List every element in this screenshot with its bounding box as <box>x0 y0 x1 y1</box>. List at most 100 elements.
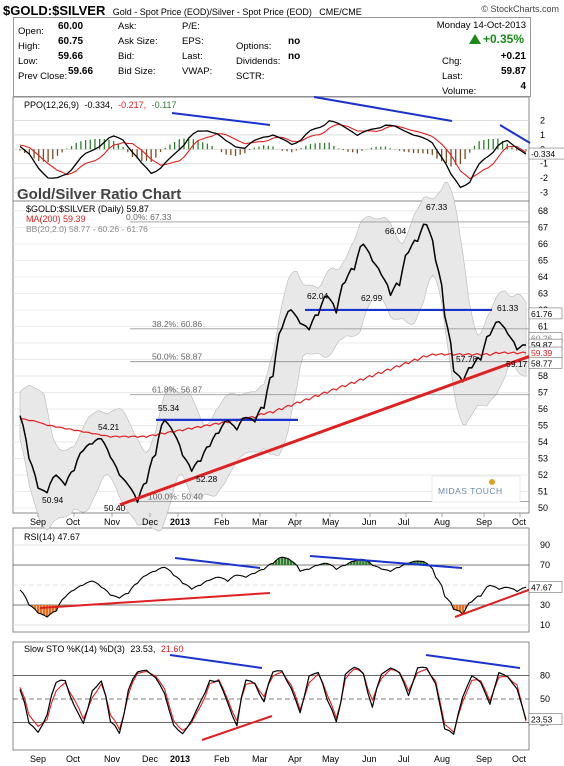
ppo-last-label-box <box>528 147 564 160</box>
price-tick-label: 63 <box>538 288 548 298</box>
price-tick-label: 68 <box>538 206 548 216</box>
bid-row: Bid: <box>118 51 135 62</box>
ppo-legend-v2: -0.217, <box>118 100 146 110</box>
price-line <box>19 223 527 504</box>
label: Chg: <box>442 56 463 67</box>
ma200-line <box>19 351 527 438</box>
sto-x-label: Apr <box>288 754 302 764</box>
dividends-row: Dividends: no <box>236 51 326 67</box>
price-x-label: Oct <box>66 517 81 527</box>
ppo-legend-v3: -0.117 <box>152 100 177 110</box>
rsi-trendline-blue-2 <box>309 555 463 569</box>
last-row: Last: <box>182 51 203 62</box>
ppo-legend: PPO(12,26,9) -0.334, -0.217, -0.117 <box>24 100 177 110</box>
value: no <box>288 36 301 47</box>
price-tick-label: 61 <box>538 321 548 331</box>
quote-col-1: Open: 60.00 High: 60.75 Low: 59.66 Prev Clo… <box>18 21 108 82</box>
ppo-trendline-3 <box>499 124 531 144</box>
value: 60.75 <box>58 36 84 47</box>
sto-x-label: Sep <box>476 754 492 764</box>
price-x-label: Sep <box>30 517 46 527</box>
fib-level-label: 61.8%: 56.87 <box>152 385 202 395</box>
pe-row: P/E: <box>182 21 200 32</box>
quote-row: Low: 59.66 <box>18 51 108 67</box>
price-x-label: Oct <box>512 517 527 527</box>
price-x-label: Sep <box>476 517 492 527</box>
sto-x-label: May <box>322 754 340 764</box>
bollinger-band <box>19 182 527 532</box>
ppo-legend-name: PPO(12,26,9) <box>24 100 79 110</box>
rsi-tick-label: 90 <box>540 540 550 550</box>
ppo-trendline-1 <box>171 112 271 126</box>
price-x-label: Jun <box>362 517 377 527</box>
price-annotation: 52.28 <box>196 474 218 484</box>
value: 59.66 <box>68 66 94 77</box>
sto-tick-label: 80 <box>540 671 550 681</box>
rsi-trendline-blue-1 <box>174 557 261 569</box>
bb-mid-label: 60.26 <box>531 334 553 344</box>
change-pct-value: +0.35% <box>482 32 524 46</box>
bb-upper-label-box <box>528 307 563 320</box>
rsi-legend: RSI(14) 47.67 <box>24 532 80 542</box>
label: Open: <box>18 26 44 37</box>
sto-x-label: Feb <box>214 754 230 764</box>
ppo-line <box>19 120 527 189</box>
price-title: Gold/Silver Ratio Chart <box>17 186 181 203</box>
rsi-panel <box>12 527 530 633</box>
value: 59.66 <box>58 51 84 62</box>
midas-touch-logo: MIDAS TOUCH <box>431 475 521 503</box>
price-tick-label: 50 <box>538 503 548 513</box>
sto-trendline-red <box>201 715 273 741</box>
price-tick-label: 52 <box>538 470 548 480</box>
rsi-last-label-box <box>528 581 563 593</box>
price-annotation: 61.33 <box>497 303 519 313</box>
price-annotation: 59.17 <box>506 359 528 369</box>
quote-col-right: Chg: +0.21 Last: 59.87 Volume: 4 <box>442 51 526 97</box>
price-x-label: May <box>322 517 340 527</box>
change-pct: +0.35% <box>468 32 524 46</box>
price-annotation: 67.33 <box>426 202 448 212</box>
quote-col-4: Options: no Dividends: no SCTR: <box>236 36 326 82</box>
last-price-label: 59.87 <box>531 340 553 350</box>
description: Gold - Spot Price (EOD)/Silver - Spot Pr… <box>112 7 312 17</box>
ask-size-row: Ask Size: <box>118 36 158 47</box>
eps-row: EPS: <box>182 36 204 47</box>
rsi-tick-label: 70 <box>540 560 550 570</box>
price-x-label: Feb <box>214 517 230 527</box>
price-annotation: 50.94 <box>42 495 64 505</box>
price-tick-label: 54 <box>538 437 548 447</box>
sto-legend-k: 23.53, <box>130 644 155 654</box>
ppo-tick-label: 1 <box>540 130 545 140</box>
label: Options: <box>236 41 272 52</box>
ppo-last-label: -0.334 <box>531 149 555 159</box>
price-tick-label: 65 <box>538 255 548 265</box>
sto-x-label: Nov <box>104 754 121 764</box>
sto-x-label: 2013 <box>170 754 190 764</box>
label: Volume: <box>442 86 477 97</box>
sto-x-label: Oct <box>66 754 81 764</box>
price-x-label: Dec <box>142 517 159 527</box>
symbol: $GOLD:$SILVER <box>3 3 106 18</box>
price-tick-label: 58 <box>538 371 548 381</box>
price-tick-label: 64 <box>538 272 548 282</box>
fib-level-label: 100.0%: 50.40 <box>148 491 203 501</box>
value: 4 <box>520 81 526 92</box>
options-row: Options: no <box>236 36 326 52</box>
logo-star-icon <box>489 479 495 485</box>
fib-level-label: 50.0%: 58.87 <box>152 352 202 362</box>
price-tick-label: 53 <box>538 454 548 464</box>
sto-x-label: Sep <box>30 754 46 764</box>
rsi-group: 907050301047.67 <box>13 540 563 630</box>
header-title-row: $GOLD:$SILVER Gold - Spot Price (EOD)/Si… <box>3 2 563 18</box>
sto-x-label: Jun <box>362 754 377 764</box>
label: Prev Close: <box>18 71 68 82</box>
ppo-tick-label: 2 <box>540 116 545 126</box>
price-tick-label: 56 <box>538 404 548 414</box>
sto-trendline-blue-1 <box>169 654 263 669</box>
sto-legend-d: 21.60 <box>161 644 184 654</box>
price-tick-label: 55 <box>538 421 548 431</box>
fib-level-label: 38.2%: 60.86 <box>152 319 202 329</box>
quote-box: Open: 60.00 High: 60.75 Low: 59.66 Prev Clo… <box>13 17 531 97</box>
ask-row: Ask: <box>118 21 137 32</box>
